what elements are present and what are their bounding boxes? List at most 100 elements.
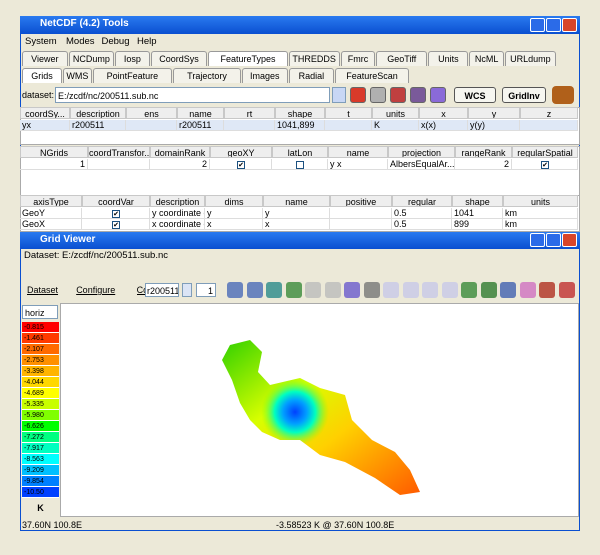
tab[interactable]: Fmrc — [340, 51, 376, 66]
tab[interactable]: Viewer — [22, 51, 68, 66]
column-header[interactable]: coordVar — [82, 195, 150, 207]
toolbar-icon[interactable] — [558, 282, 575, 298]
spinner[interactable] — [182, 283, 192, 297]
column-header[interactable]: shape — [452, 195, 503, 207]
column-header[interactable]: shape — [275, 107, 325, 119]
toolbar-icon[interactable] — [461, 282, 477, 298]
column-header[interactable]: regularSpatial — [512, 146, 578, 158]
button[interactable]: WCS — [454, 87, 496, 103]
column-header[interactable]: description — [150, 195, 205, 207]
column-header[interactable]: projection — [388, 146, 455, 158]
viewer-close[interactable] — [562, 233, 577, 247]
toolbar-icon[interactable] — [500, 282, 516, 298]
viewer-maximize[interactable] — [546, 233, 561, 247]
toolbar-icon[interactable] — [324, 282, 341, 298]
button[interactable]: GridInv — [502, 87, 546, 103]
column-header[interactable]: latLon — [272, 146, 328, 158]
colorbar-entry: -4.044 — [22, 377, 59, 388]
toolbar-icon[interactable] — [441, 282, 458, 298]
tab[interactable]: Iosp — [115, 51, 150, 66]
toolbar-icon[interactable] — [390, 87, 406, 103]
close-button[interactable] — [562, 18, 577, 32]
toolbar-icon[interactable] — [539, 282, 555, 298]
column-header[interactable]: geoXY — [210, 146, 272, 158]
dataset-field[interactable]: E:/zcdf/nc/200511.sub.nc — [55, 87, 330, 103]
menu-item[interactable]: Modes — [66, 36, 95, 47]
subtab[interactable]: Images — [242, 68, 288, 83]
menu-item[interactable]: Help — [137, 36, 157, 47]
toolbar-icon[interactable] — [305, 282, 321, 298]
checkbox[interactable]: ✔ — [112, 221, 120, 229]
column-header[interactable]: ens — [126, 107, 177, 119]
column-header[interactable]: name — [177, 107, 224, 119]
menu-item[interactable]: System — [25, 36, 57, 47]
level-field[interactable]: 1 — [196, 283, 216, 297]
subtab[interactable]: PointFeature — [92, 68, 172, 83]
dataset-label: dataset: — [22, 90, 55, 100]
column-header[interactable]: NGrids — [20, 146, 88, 158]
column-header[interactable]: domainRank — [150, 146, 210, 158]
toolbar-icon[interactable] — [552, 86, 574, 104]
toolbar-icon[interactable] — [430, 87, 446, 103]
column-header[interactable]: name — [263, 195, 330, 207]
map-image[interactable] — [60, 303, 579, 517]
toolbar-icon[interactable] — [410, 87, 426, 103]
toolbar-icon[interactable] — [422, 282, 438, 298]
toolbar-icon[interactable] — [285, 282, 302, 298]
tab[interactable]: FeatureTypes — [208, 51, 288, 66]
column-header[interactable]: rangeRank — [455, 146, 512, 158]
column-header[interactable]: description — [70, 107, 126, 119]
field-select[interactable]: r200511 — [145, 283, 179, 297]
subtab[interactable]: Radial — [288, 68, 335, 83]
column-header[interactable]: z — [520, 107, 578, 119]
column-header[interactable]: units — [372, 107, 419, 119]
tab[interactable]: THREDDS — [288, 51, 340, 66]
toolbar-icon[interactable] — [227, 282, 243, 298]
column-header[interactable]: rt — [224, 107, 275, 119]
toolbar-icon[interactable] — [383, 282, 399, 298]
tab[interactable]: NCDump — [68, 51, 115, 66]
menu-item[interactable]: Debug — [101, 36, 130, 47]
tab[interactable]: URLdump — [504, 51, 556, 66]
subtab[interactable]: FeatureScan — [335, 68, 409, 83]
column-header[interactable]: coordTransfor... — [88, 146, 150, 158]
checkbox[interactable]: ✔ — [541, 161, 549, 169]
minimize-button[interactable] — [530, 18, 545, 32]
subtab[interactable]: WMS — [63, 68, 92, 83]
toolbar-icon[interactable] — [402, 282, 419, 298]
toolbar-icon[interactable] — [363, 282, 380, 298]
subtab[interactable]: Trajectory — [173, 68, 241, 83]
column-header[interactable]: positive — [330, 195, 392, 207]
column-header[interactable]: name — [328, 146, 388, 158]
toolbar-icon[interactable] — [519, 282, 536, 298]
column-header[interactable]: x — [419, 107, 468, 119]
column-header[interactable]: axisType — [20, 195, 82, 207]
subtab[interactable]: Grids — [22, 68, 62, 83]
maximize-button[interactable] — [546, 18, 561, 32]
toolbar-icon[interactable] — [246, 282, 263, 298]
toolbar-icon[interactable] — [370, 87, 386, 103]
tab[interactable]: GeoTiff — [376, 51, 428, 66]
column-header[interactable]: t — [325, 107, 372, 119]
table-cell: x — [263, 219, 330, 230]
tab[interactable]: Units — [428, 51, 469, 66]
toolbar-icon[interactable] — [350, 87, 366, 103]
tab[interactable]: NcML — [469, 51, 504, 66]
tab[interactable]: CoordSys — [150, 51, 208, 66]
toolbar-icon[interactable] — [480, 282, 497, 298]
column-header[interactable]: coordSy... — [20, 107, 70, 119]
checkbox[interactable]: ✔ — [112, 210, 120, 218]
checkbox[interactable] — [296, 161, 304, 169]
viewer-minimize[interactable] — [530, 233, 545, 247]
column-header[interactable]: y — [468, 107, 520, 119]
viewer-menu[interactable]: Configure — [76, 285, 116, 295]
viewer-menu[interactable]: Dataset — [27, 285, 59, 295]
toolbar-icon[interactable] — [266, 282, 282, 298]
projection-select[interactable]: horiz — [22, 305, 58, 319]
toolbar-icon[interactable] — [344, 282, 360, 298]
checkbox[interactable]: ✔ — [237, 161, 245, 169]
column-header[interactable]: regular — [392, 195, 452, 207]
column-header[interactable]: units — [503, 195, 578, 207]
colorbar-entry: -7.917 — [22, 443, 59, 454]
column-header[interactable]: dims — [205, 195, 263, 207]
